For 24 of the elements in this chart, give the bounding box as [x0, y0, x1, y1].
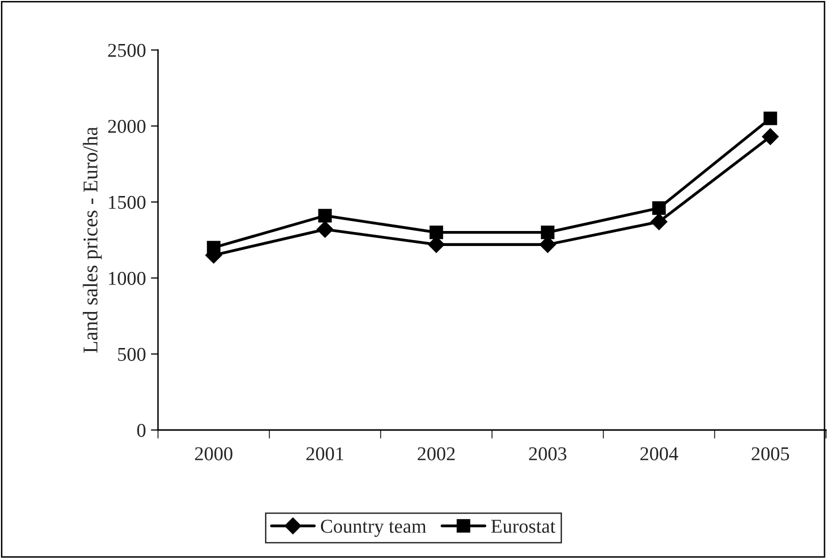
y-tick-label: 2000: [108, 120, 146, 133]
y-axis-title: Land sales prices - Euro/ha: [82, 126, 102, 353]
x-tick-label: 2004: [640, 447, 678, 460]
point: [206, 240, 220, 254]
y-tick-label: 1000: [109, 272, 146, 285]
point: [540, 226, 554, 240]
point: [318, 208, 332, 222]
point: [764, 112, 778, 126]
legend-label: Eurostat: [491, 520, 556, 533]
legend-label: Country team: [320, 520, 426, 537]
point: [652, 201, 666, 215]
x-tick-label: 2005: [752, 447, 790, 460]
point: [316, 220, 334, 238]
y-tick-label: 500: [118, 348, 146, 361]
x-tick-label: 2000: [195, 447, 232, 460]
x-tick-label: 2001: [306, 447, 344, 460]
x-tick-label: 2003: [529, 447, 566, 460]
y-tick-label: 1500: [109, 196, 146, 209]
point: [430, 226, 444, 240]
point: [762, 128, 779, 146]
y-tick-label: 2500: [108, 44, 146, 57]
x-tick-label: 2002: [418, 447, 455, 460]
point: [650, 213, 668, 230]
y-tick-label: 0: [137, 424, 146, 437]
